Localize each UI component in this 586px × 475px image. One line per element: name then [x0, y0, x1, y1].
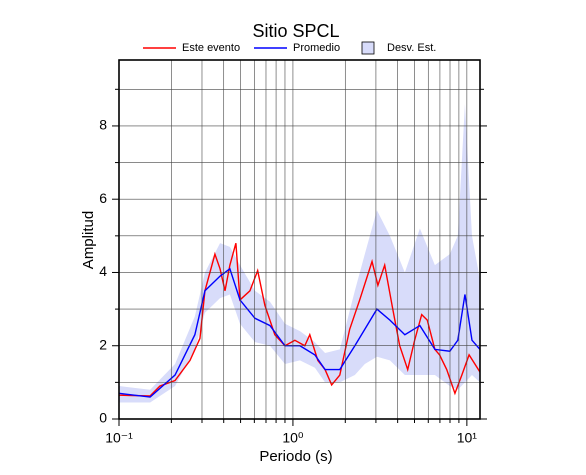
y-tick-label: 6: [99, 190, 107, 206]
x-axis-label: Periodo (s): [259, 448, 332, 465]
y-tick-label: 4: [99, 263, 107, 279]
x-tick-label: 10¹: [457, 430, 478, 446]
std-band: [119, 103, 480, 403]
legend-label: Este evento: [182, 42, 240, 54]
x-tick-label: 10⁻¹: [105, 430, 133, 446]
y-axis-label: Amplitud: [80, 211, 97, 269]
legend-swatch: [361, 41, 375, 55]
legend-label: Desv. Est.: [387, 42, 436, 54]
series-line: [119, 267, 480, 398]
legend-label: Promedio: [293, 42, 340, 54]
chart-title: Sitio SPCL: [252, 21, 339, 41]
plot-frame: [118, 59, 481, 420]
y-tick-label: 2: [99, 336, 107, 352]
series-line: [119, 242, 480, 397]
plot: 10⁻¹ 10⁰ 10¹ 0 2 4 6 8 Este evento Promedio Desv. …: [99, 41, 487, 446]
x-tick-label: 10⁰: [282, 430, 304, 446]
y-tick-label: 8: [99, 117, 107, 133]
y-tick-label: 0: [99, 410, 107, 426]
plot-area: [119, 103, 480, 403]
